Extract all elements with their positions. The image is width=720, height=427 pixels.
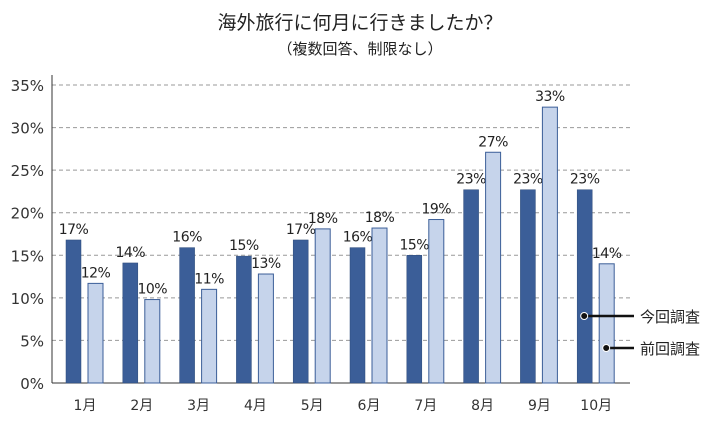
bar-previous (257, 273, 274, 384)
data-label: 23% (570, 172, 600, 188)
x-tick-label: 4月 (244, 398, 267, 414)
data-label: 33% (535, 89, 565, 105)
legend-label: 今回調査 (640, 308, 700, 326)
y-tick-label: 20% (11, 205, 44, 223)
data-label: 23% (513, 172, 543, 188)
data-label: 15% (229, 238, 259, 254)
x-tick-label: 7月 (414, 398, 437, 414)
x-tick-label: 1月 (74, 398, 97, 414)
bar-current (406, 255, 423, 384)
legend-marker (580, 312, 589, 320)
y-tick-label: 15% (11, 247, 44, 265)
bar-current (236, 255, 252, 384)
x-tick-label: 6月 (358, 398, 381, 414)
bar-previous (485, 151, 502, 384)
bar-previous (541, 106, 558, 384)
bar-previous (371, 227, 388, 384)
data-label: 11% (194, 271, 224, 287)
y-tick-label: 0% (20, 375, 44, 393)
data-label: 18% (365, 210, 395, 226)
bar-current (349, 247, 366, 384)
x-tick-label: 3月 (187, 398, 210, 414)
bar-current (463, 189, 479, 384)
data-label: 18% (308, 211, 338, 227)
bar-previous (428, 219, 445, 384)
data-label: 16% (172, 230, 202, 246)
data-label: 16% (343, 230, 373, 246)
data-label: 14% (592, 246, 622, 262)
bar-previous (201, 288, 218, 384)
bar-previous (314, 228, 331, 384)
data-label: 17% (59, 222, 89, 238)
y-tick-label: 5% (20, 332, 44, 350)
y-tick-label: 10% (11, 290, 44, 308)
bar-previous (87, 282, 104, 384)
bar-previous (598, 263, 615, 384)
data-label: 10% (137, 282, 167, 298)
y-tick-label: 35% (11, 77, 44, 95)
data-label: 17% (286, 222, 316, 238)
bar-current (65, 239, 82, 384)
x-tick-label: 8月 (471, 398, 494, 414)
y-tick-label: 30% (11, 120, 44, 138)
data-label: 14% (115, 245, 145, 261)
chart-title: 海外旅行に何月に行きましたか？ (217, 12, 503, 34)
x-tick-label: 9月 (528, 398, 551, 414)
data-label: 12% (81, 265, 111, 281)
y-tick-label: 25% (11, 162, 44, 180)
bar-current (292, 239, 309, 384)
data-label: 15% (399, 237, 429, 253)
bar-current (122, 262, 139, 384)
bar-previous (144, 299, 161, 384)
x-tick-label: 2月 (130, 398, 153, 414)
data-label: 27% (478, 134, 508, 150)
legend-marker (602, 344, 611, 352)
x-tick-label: 5月 (301, 398, 324, 414)
bar-current (576, 189, 593, 384)
legend-label: 前回調査 (640, 340, 700, 358)
data-label: 23% (456, 172, 486, 188)
data-label: 19% (421, 202, 451, 218)
chart-subtitle: （複数回答、制限なし） (277, 40, 443, 58)
bar-current (179, 247, 195, 384)
x-tick-label: 10月 (580, 398, 612, 414)
data-label: 13% (251, 256, 281, 272)
bar-current (520, 189, 536, 384)
